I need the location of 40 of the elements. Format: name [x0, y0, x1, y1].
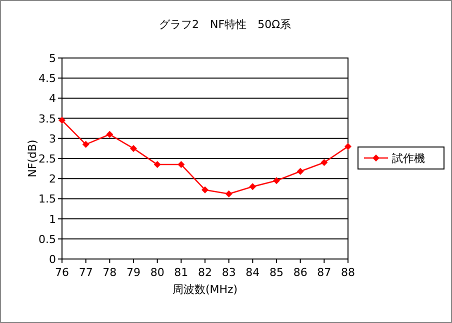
x-tick-label: 84: [246, 266, 260, 279]
point: [249, 183, 256, 190]
x-tick-label: 83: [222, 266, 236, 279]
y-tick-label: 3: [49, 132, 56, 146]
x-tick-label: 81: [174, 266, 188, 279]
x-tick-label: 77: [78, 266, 93, 279]
y-tick-label: 5: [49, 52, 56, 65]
point: [178, 161, 185, 168]
point: [106, 130, 114, 138]
y-tick-label: 1: [49, 212, 56, 226]
x-axis-title: 周波数(MHz): [172, 283, 238, 296]
point: [273, 177, 280, 184]
y-axis-title: NF(dB): [26, 140, 39, 178]
y-tick-label: 0: [49, 253, 56, 266]
x-tick-label: 86: [293, 266, 308, 279]
chart-title: グラフ2 NF特性 50Ω系: [159, 18, 291, 31]
y-tick-label: 4: [49, 92, 56, 106]
x-tick-label: 78: [102, 266, 117, 279]
point: [344, 142, 352, 150]
y-tick-label: 4.5: [38, 72, 56, 86]
x-tick-label: 85: [270, 266, 284, 279]
point: [130, 144, 137, 152]
y-tick-label: 2.5: [38, 152, 56, 166]
x-tick-label: 79: [126, 266, 140, 279]
y-tick-label: 0.5: [38, 232, 56, 246]
x-tick-label: 87: [317, 266, 332, 279]
x-tick-label: 88: [341, 266, 355, 279]
point: [320, 159, 328, 166]
x-tick-label: 76: [55, 266, 69, 279]
y-tick-label: 3.5: [38, 112, 56, 126]
point: [225, 190, 232, 198]
point: [82, 140, 90, 148]
x-tick-label: 82: [198, 266, 212, 279]
x-tick-label: 80: [150, 266, 164, 279]
point: [296, 168, 304, 175]
y-tick-label: 2: [49, 172, 56, 186]
point: [202, 186, 208, 194]
y-tick-label: 1.5: [38, 192, 56, 206]
point: [154, 161, 161, 168]
legend-label: 試作機: [392, 152, 425, 165]
